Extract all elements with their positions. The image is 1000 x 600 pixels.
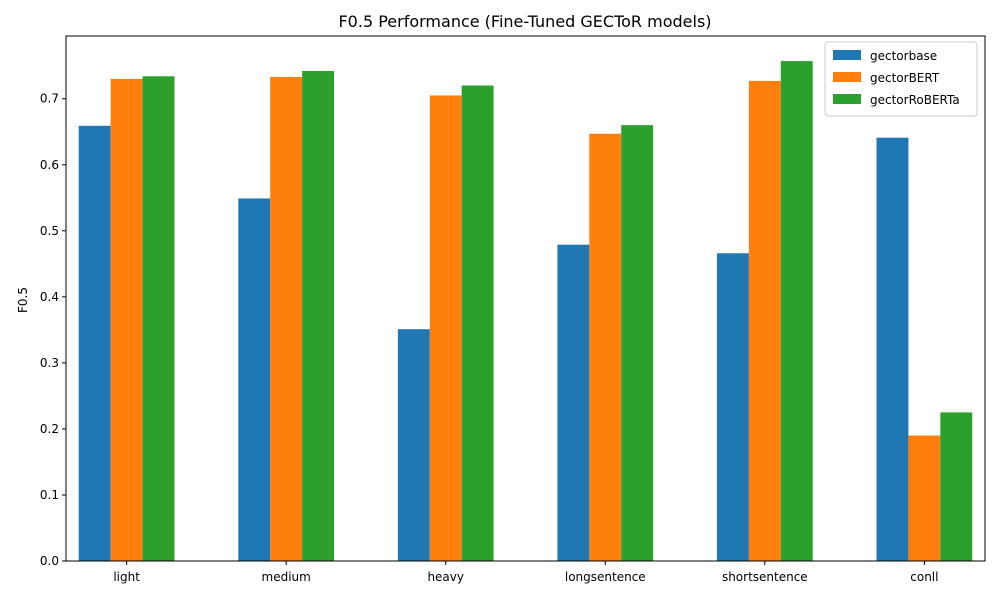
y-axis-label: F0.5 — [16, 287, 30, 313]
legend: gectorbase gectorBERT gectorRoBERTa — [824, 41, 978, 117]
x-tick-label: heavy — [427, 570, 464, 584]
x-tick-label: light — [113, 570, 140, 584]
x-tick-label: shortsentence — [722, 570, 808, 584]
bar-gectorBERT-shortsentence — [748, 80, 781, 561]
plot-frame — [65, 35, 986, 562]
bar-gectorRoBERTa-light — [142, 76, 175, 561]
y-tick-label: 0.4 — [40, 290, 59, 304]
y-tick-label: 0.0 — [40, 554, 59, 568]
chart-title: F0.5 Performance (Fine-Tuned GECToR mode… — [338, 12, 711, 31]
bar-gectorRoBERTa-medium — [302, 71, 335, 561]
bar-gectorRoBERTa-heavy — [461, 85, 494, 561]
bar-gectorBERT-conll — [908, 435, 941, 561]
legend-label-gectorbase: gectorbase — [870, 49, 937, 63]
axes-layer: 0.0 0.1 0.2 0.3 0.4 0.5 0.6 0.7 light medium heavy… — [40, 35, 986, 584]
bar-gectorbase-light — [78, 125, 111, 561]
bar-gectorBERT-light — [110, 78, 143, 562]
bar-gectorRoBERTa-longsentence — [621, 125, 654, 562]
legend-swatch-gectorRoBERTa — [833, 94, 861, 104]
legend-box — [824, 41, 978, 117]
y-tick-label: 0.6 — [40, 158, 59, 172]
legend-label-gectorBERT: gectorBERT — [870, 71, 940, 85]
y-tick-label: 0.2 — [40, 422, 59, 436]
bar-gectorbase-heavy — [397, 329, 430, 561]
bar-gectorbase-longsentence — [557, 244, 590, 561]
bar-gectorBERT-medium — [270, 76, 303, 561]
bar-gectorRoBERTa-conll — [940, 412, 973, 561]
bar-gectorBERT-longsentence — [589, 133, 622, 562]
legend-swatch-gectorBERT — [833, 72, 861, 82]
legend-swatch-gectorbase — [833, 50, 861, 60]
y-tick-label: 0.7 — [40, 92, 59, 106]
x-tick-label: conll — [910, 570, 938, 584]
x-tick-label: medium — [262, 570, 311, 584]
bar-gectorbase-conll — [876, 137, 909, 561]
bar-gectorbase-medium — [238, 198, 271, 561]
bar-gectorRoBERTa-shortsentence — [780, 61, 813, 562]
x-tick-label: longsentence — [565, 570, 646, 584]
bar-gectorbase-shortsentence — [716, 253, 749, 561]
bar-gectorBERT-heavy — [429, 95, 462, 562]
y-tick-label: 0.3 — [40, 356, 59, 370]
y-tick-label: 0.5 — [40, 224, 59, 238]
legend-label-gectorRoBERTa: gectorRoBERTa — [870, 93, 960, 107]
y-tick-label: 0.1 — [40, 488, 59, 502]
bars-layer — [78, 61, 973, 562]
